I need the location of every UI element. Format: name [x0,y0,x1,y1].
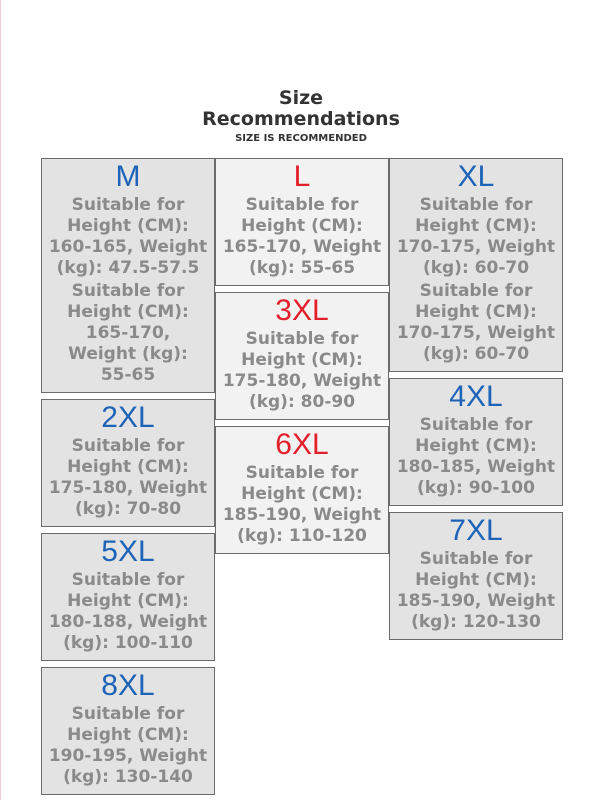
size-column: M Suitable for Height (CM): 160-165, Weight… [41,158,215,795]
description-line: Height (CM): [67,302,189,322]
description-line: (kg): 47.5-57.5 [56,258,200,278]
description-line: Suitable for [71,704,185,724]
description-line: 185-190, Weight [396,591,556,611]
description-line: Height (CM): [67,457,189,477]
description-line: Suitable for [245,329,359,349]
size-description: Suitable for Height (CM): 175-180, Weight(… [42,436,214,520]
description-line: 180-188, Weight [48,612,208,632]
description-line: Suitable for [419,281,533,301]
description-line: 175-180, Weight [222,371,382,391]
description-line: (kg): 120-130 [411,612,541,632]
size-label: 6XL [275,428,329,461]
description-line: 175-180, Weight [48,478,208,498]
description-line: Suitable for [245,195,359,215]
size-cell-m: M Suitable for Height (CM): 160-165, Weight… [41,158,215,393]
description-line: (kg): 90-100 [417,478,535,498]
description-line: 170-175, Weight [396,237,556,257]
description-line: 185-190, Weight [222,505,382,525]
description-line: 165-170, Weight [222,237,382,257]
page-title: Size [278,87,324,109]
description-line: Suitable for [71,281,185,301]
description-line: (kg): 130-140 [63,767,193,787]
size-description: Suitable for Height (CM): 170-175, Weight(… [390,281,562,365]
description-line: Height (CM): [241,350,363,370]
description-line: Height (CM): [415,570,537,590]
size-label: 5XL [101,535,155,568]
description-line: (kg): 60-70 [422,258,530,278]
size-column: L Suitable for Height (CM): 165-170, Weight… [215,158,389,554]
description-line: Height (CM): [415,216,537,236]
size-cell-3xl: 3XL Suitable for Height (CM): 175-180, Weig… [215,292,389,420]
size-description: Suitable for Height (CM): 185-190, Weight(… [390,549,562,633]
description-line: 170-175, Weight [396,323,556,343]
description-line: 160-165, Weight [48,237,208,257]
page-title-line2: Recommendations [202,108,400,130]
size-description: Suitable for Height (CM): 180-188, Weight(… [42,570,214,654]
description-line: Suitable for [245,463,359,483]
size-cell-7xl: 7XL Suitable for Height (CM): 185-190, Weig… [389,512,563,640]
size-cell-4xl: 4XL Suitable for Height (CM): 180-185, Weig… [389,378,563,506]
size-description: Suitable for Height (CM): 165-170, Weight(… [216,195,388,279]
size-column: XL Suitable for Height (CM): 170-175, Weigh… [389,158,563,640]
description-line: Suitable for [419,549,533,569]
description-line: Height (CM): [241,484,363,504]
size-label: 8XL [101,669,155,702]
size-label: L [293,160,311,193]
size-description: Suitable for Height (CM): 185-190, Weight(… [216,463,388,547]
description-line: (kg): 80-90 [248,392,356,412]
description-line: Height (CM): [67,216,189,236]
size-grid: M Suitable for Height (CM): 160-165, Weight… [41,158,563,795]
description-line: Suitable for [419,195,533,215]
size-cell-xl: XL Suitable for Height (CM): 170-175, Weigh… [389,158,563,372]
description-line: (kg): 60-70 [422,344,530,364]
description-line: 180-185, Weight [396,457,556,477]
size-description: Suitable for Height (CM): 170-175, Weight(… [390,195,562,279]
description-line: Suitable for [71,436,185,456]
size-label: 2XL [101,401,155,434]
description-line: Suitable for [71,570,185,590]
size-cell-2xl: 2XL Suitable for Height (CM): 175-180, Weig… [41,399,215,527]
size-description: Suitable for Height (CM): 160-165, Weight(… [42,195,214,279]
description-line: 190-195, Weight [48,746,208,766]
description-line: 165-170, [85,323,171,343]
description-line: Height (CM): [415,302,537,322]
size-cell-6xl: 6XL Suitable for Height (CM): 185-190, Weig… [215,426,389,554]
description-line: (kg): 55-65 [248,258,356,278]
description-line: Suitable for [419,415,533,435]
size-label: XL [457,160,495,193]
description-line: Height (CM): [415,436,537,456]
description-line: Suitable for [71,195,185,215]
description-line: 55-65 [100,365,156,385]
size-label: M [115,160,141,193]
description-line: Height (CM): [67,725,189,745]
size-description: Suitable for Height (CM): 175-180, Weight(… [216,329,388,413]
description-line: Weight (kg): [68,344,188,364]
size-description: Suitable for Height (CM): 165-170, Weight (… [42,281,214,386]
size-cell-8xl: 8XL Suitable for Height (CM): 190-195, Weig… [41,667,215,795]
size-description: Suitable for Height (CM): 180-185, Weight(… [390,415,562,499]
size-label: 4XL [449,380,503,413]
page-subtitle: SIZE IS RECOMMENDED [235,133,367,144]
description-line: (kg): 110-120 [237,526,367,546]
size-cell-l: L Suitable for Height (CM): 165-170, Weight… [215,158,389,286]
size-description: Suitable for Height (CM): 190-195, Weight(… [42,704,214,788]
description-line: Height (CM): [241,216,363,236]
size-label: 7XL [449,514,503,547]
size-label: 3XL [275,294,329,327]
description-line: (kg): 70-80 [74,499,182,519]
size-cell-5xl: 5XL Suitable for Height (CM): 180-188, Weig… [41,533,215,661]
description-line: Height (CM): [67,591,189,611]
description-line: (kg): 100-110 [63,633,193,653]
